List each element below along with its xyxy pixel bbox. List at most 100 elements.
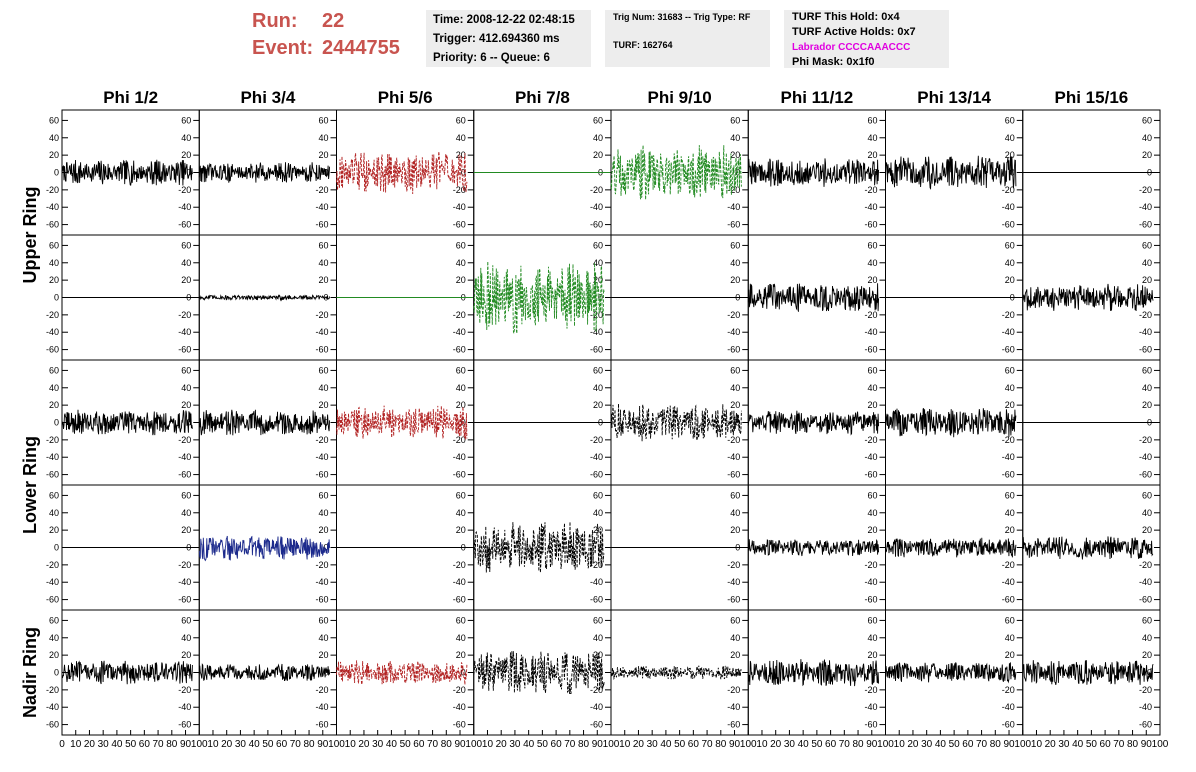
y-tick-label: 60 [181,115,191,125]
y-tick-label: -20 [178,685,191,695]
y-tick-label: 60 [181,365,191,375]
column-header: Phi 7/8 [515,88,570,107]
waveform-trace [198,162,331,183]
y-tick-label: 20 [49,150,59,160]
x-tick-label: 20 [221,739,233,750]
y-tick-label: -20 [590,685,603,695]
y-tick-label: -40 [590,702,603,712]
x-tick-label: 40 [386,739,398,750]
y-tick-label: -60 [315,220,328,230]
y-tick-label: -40 [46,577,59,587]
y-tick-label: 40 [730,633,740,643]
x-tick-label: 20 [358,739,370,750]
y-tick-label: 20 [593,525,603,535]
x-tick-label: 50 [262,739,274,750]
y-tick-label: 40 [1005,133,1015,143]
y-tick-label: 40 [730,133,740,143]
y-tick-label: -40 [315,702,328,712]
y-tick-label: 40 [1005,258,1015,268]
y-tick-label: -60 [727,220,740,230]
y-tick-label: 40 [318,508,328,518]
x-tick-label: 60 [139,739,151,750]
y-tick-label: 60 [49,240,59,250]
y-tick-label: 60 [181,615,191,625]
y-tick-label: 0 [461,168,466,178]
x-tick-label: 30 [372,739,384,750]
y-tick-label: 60 [1005,490,1015,500]
x-tick-label: 60 [276,739,288,750]
x-tick-label: 100 [328,739,345,750]
x-tick-label: 90 [729,739,741,750]
y-tick-label: -40 [727,702,740,712]
x-tick-label: 90 [454,739,466,750]
y-tick-label: -20 [727,185,740,195]
x-tick-label: 60 [413,739,425,750]
x-tick-label: 40 [249,739,261,750]
turf-text: TURF: 162764 [613,40,673,50]
y-tick-label: 20 [49,400,59,410]
x-tick-label: 40 [111,739,123,750]
y-tick-label: -20 [1002,685,1015,695]
x-tick-label: 90 [317,739,329,750]
y-tick-label: -60 [1002,595,1015,605]
y-tick-label: -60 [1002,470,1015,480]
x-tick-label: 80 [852,739,864,750]
y-tick-label: 40 [1142,383,1152,393]
waveform-trace [1022,283,1154,312]
y-tick-label: 60 [593,115,603,125]
y-tick-label: -20 [178,185,191,195]
y-tick-label: -60 [46,595,59,605]
waveform-trace [747,410,880,436]
y-tick-label: -20 [1139,185,1152,195]
y-tick-label: -20 [178,435,191,445]
y-tick-label: 20 [867,650,877,660]
x-tick-label: 70 [564,739,576,750]
y-tick-label: -60 [315,470,328,480]
y-tick-label: 20 [867,150,877,160]
y-tick-label: 60 [1142,115,1152,125]
y-tick-label: 60 [1142,365,1152,375]
y-tick-label: 40 [181,133,191,143]
column-header: Phi 9/10 [647,88,711,107]
y-tick-label: -40 [453,452,466,462]
y-tick-label: -20 [1139,435,1152,445]
turf-info-panel: TURF This Hold: 0x4 TURF Active Holds: 0… [784,10,949,68]
y-tick-label: 60 [730,365,740,375]
y-tick-label: -20 [178,310,191,320]
y-tick-label: -20 [178,560,191,570]
y-tick-label: -20 [46,185,59,195]
y-tick-label: -60 [178,470,191,480]
waveform-trace [198,663,331,682]
priority-text: Priority: 6 -- Queue: 6 [433,52,550,64]
y-tick-label: 60 [730,490,740,500]
y-tick-label: 40 [593,508,603,518]
x-tick-label: 50 [537,739,549,750]
y-tick-label: 20 [181,650,191,660]
y-tick-label: -40 [864,327,877,337]
trigger-info-panel: Trig Num: 31683 -- Trig Type: RF TURF: 1… [605,10,770,67]
event-value: 2444755 [322,37,400,59]
y-tick-label: 20 [730,275,740,285]
y-tick-label: 20 [49,650,59,660]
y-tick-label: -60 [178,220,191,230]
y-tick-label: -40 [178,577,191,587]
y-tick-label: 20 [1005,525,1015,535]
x-tick-label: 20 [1045,739,1057,750]
y-tick-label: 20 [456,650,466,660]
y-tick-label: 40 [1005,508,1015,518]
trig-num-text: Trig Num: 31683 -- Trig Type: RF [613,12,751,22]
waveform-trace [61,409,193,436]
waveform-trace [885,662,1017,684]
y-tick-label: -20 [590,435,603,445]
x-tick-label: 50 [1086,739,1098,750]
x-tick-label: 90 [866,739,878,750]
y-tick-label: 40 [1142,508,1152,518]
y-tick-label: -20 [1139,560,1152,570]
waveform-trace [336,660,468,685]
y-tick-label: 20 [456,400,466,410]
y-tick-label: 40 [730,258,740,268]
y-tick-label: -40 [1139,452,1152,462]
x-tick-label: 20 [770,739,782,750]
run-event-header: Run: 22 Event: 2444755 [252,8,400,62]
